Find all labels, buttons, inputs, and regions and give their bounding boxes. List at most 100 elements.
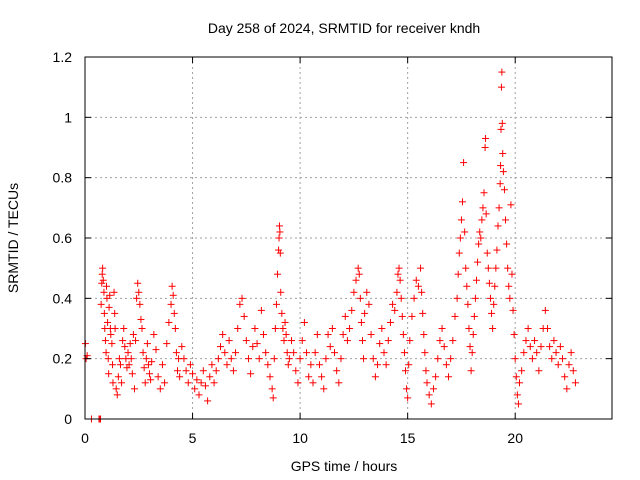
data-point xyxy=(502,216,510,224)
data-point xyxy=(405,361,413,369)
data-point xyxy=(262,349,270,357)
data-point xyxy=(109,361,117,369)
data-point xyxy=(491,282,499,290)
data-point xyxy=(167,300,175,308)
data-point xyxy=(129,331,137,339)
data-point xyxy=(442,361,450,369)
data-point xyxy=(114,373,122,381)
data-point xyxy=(522,337,530,345)
data-point xyxy=(97,300,105,308)
data-point xyxy=(507,201,515,209)
data-point xyxy=(111,309,119,317)
data-point xyxy=(108,340,116,348)
data-point xyxy=(422,367,430,375)
data-point xyxy=(311,349,319,357)
data-point xyxy=(512,373,520,381)
data-point xyxy=(127,355,135,363)
data-point xyxy=(328,325,336,332)
data-point xyxy=(100,288,108,296)
x-axis-label: GPS time / hours xyxy=(291,458,398,474)
data-point xyxy=(489,325,497,332)
data-point xyxy=(156,385,164,393)
data-point xyxy=(559,355,567,363)
data-point xyxy=(283,349,291,357)
data-point xyxy=(463,282,471,290)
data-point xyxy=(414,282,422,290)
data-point xyxy=(499,150,507,158)
data-point xyxy=(105,370,113,378)
data-point xyxy=(147,376,155,384)
data-point xyxy=(371,373,379,381)
data-point xyxy=(477,234,485,242)
data-point xyxy=(134,279,142,287)
data-point xyxy=(251,325,259,332)
data-point xyxy=(492,264,500,272)
chart-title: Day 258 of 2024, SRMTID for receiver knd… xyxy=(208,20,480,36)
data-point xyxy=(494,222,502,230)
data-point xyxy=(524,325,532,332)
data-point xyxy=(269,394,277,402)
data-point xyxy=(513,391,521,399)
data-point xyxy=(482,134,490,142)
data-point xyxy=(148,358,156,366)
data-point xyxy=(563,385,571,393)
data-point xyxy=(436,337,444,345)
data-point xyxy=(497,162,505,170)
data-point xyxy=(107,331,115,339)
data-point xyxy=(208,361,216,369)
data-point xyxy=(343,337,351,345)
data-point xyxy=(445,373,453,381)
data-point xyxy=(404,394,412,402)
data-point xyxy=(526,343,534,351)
data-point xyxy=(126,340,134,348)
data-point xyxy=(514,400,522,408)
data-point xyxy=(354,264,362,272)
data-point xyxy=(432,373,440,381)
data-point xyxy=(369,355,377,363)
data-point xyxy=(268,385,276,393)
data-point xyxy=(154,373,162,381)
data-point xyxy=(457,216,465,224)
data-point xyxy=(395,264,403,272)
data-point xyxy=(189,370,197,378)
data-point xyxy=(496,180,504,188)
data-point xyxy=(142,355,150,363)
data-point xyxy=(121,343,129,351)
data-point xyxy=(399,331,407,339)
data-point xyxy=(434,355,442,363)
data-point xyxy=(511,355,519,363)
y-tick-label: 0.6 xyxy=(53,230,73,246)
data-point xyxy=(482,210,490,218)
data-point xyxy=(499,168,507,176)
x-tick-label: 15 xyxy=(400,430,416,446)
data-point xyxy=(394,270,402,278)
data-point xyxy=(111,325,119,332)
data-point xyxy=(300,318,308,326)
data-point xyxy=(100,309,108,317)
data-point xyxy=(384,337,392,345)
data-point xyxy=(470,312,478,320)
data-point xyxy=(376,340,384,348)
x-tick-label: 5 xyxy=(189,430,197,446)
data-point xyxy=(374,361,382,369)
data-point xyxy=(199,367,207,375)
data-point xyxy=(170,309,178,317)
data-point xyxy=(438,325,446,332)
data-point xyxy=(360,355,368,363)
data-point xyxy=(99,264,107,272)
data-point xyxy=(307,361,315,369)
data-point xyxy=(225,337,233,345)
data-point xyxy=(193,376,201,384)
data-point xyxy=(240,312,248,320)
data-point xyxy=(260,331,268,339)
data-point xyxy=(425,391,433,399)
data-point xyxy=(410,294,418,302)
data-point xyxy=(315,361,323,369)
data-point xyxy=(335,379,343,387)
y-tick-label: 1 xyxy=(64,109,72,125)
data-point xyxy=(339,331,347,339)
data-point xyxy=(284,361,292,369)
data-point xyxy=(274,270,282,278)
data-point xyxy=(378,325,386,332)
data-point xyxy=(320,385,328,393)
